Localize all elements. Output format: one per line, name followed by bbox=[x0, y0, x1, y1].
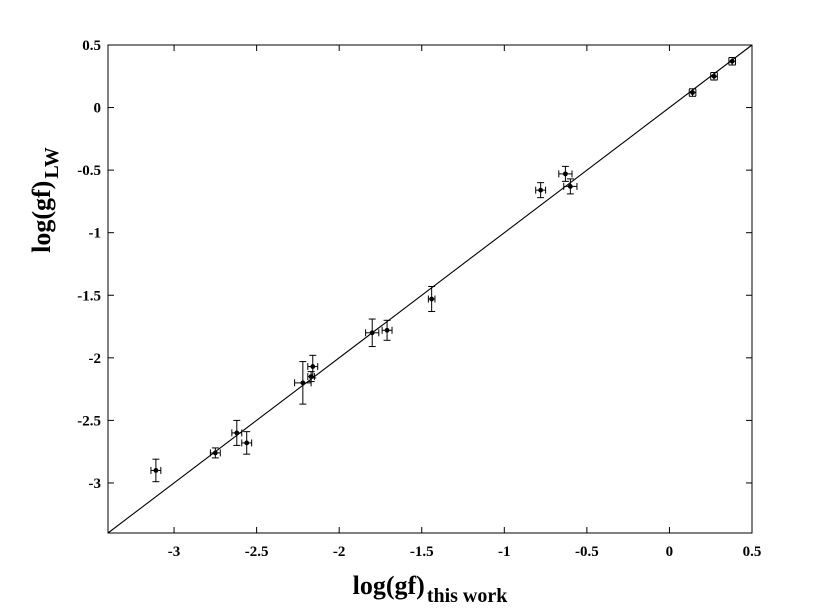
data-point bbox=[365, 318, 380, 348]
y-tick-label: -2.5 bbox=[77, 413, 101, 429]
point-marker bbox=[310, 364, 316, 369]
point-marker bbox=[234, 430, 240, 436]
x-tick-label: -3 bbox=[168, 544, 181, 560]
y-tick-label: 0 bbox=[94, 101, 102, 117]
data-point bbox=[710, 72, 718, 81]
y-axis-ticks: 0.5 0 -0.5 -1 -1.5 -2 -2.5 -3 bbox=[77, 38, 752, 492]
point-marker bbox=[690, 90, 695, 95]
y-tick-label: -2 bbox=[89, 351, 102, 367]
point-marker bbox=[384, 327, 390, 333]
data-point bbox=[563, 178, 578, 195]
data-point bbox=[231, 419, 243, 446]
x-axis-label: log(gf) this work bbox=[353, 571, 509, 607]
x-tick-label: -0.5 bbox=[575, 544, 599, 560]
x-tick-label: -2.5 bbox=[245, 544, 269, 560]
data-point bbox=[728, 57, 736, 66]
point-marker bbox=[300, 380, 306, 386]
data-point bbox=[558, 165, 573, 182]
data-point bbox=[381, 319, 393, 341]
point-marker bbox=[711, 73, 717, 79]
y-axis-label-subscript: LW bbox=[41, 147, 63, 179]
y-tick-label: -3 bbox=[89, 476, 102, 492]
data-point bbox=[241, 431, 253, 455]
point-marker bbox=[244, 440, 250, 446]
point-marker bbox=[538, 187, 544, 193]
x-axis-label-main: log(gf) bbox=[353, 571, 425, 600]
data-point bbox=[688, 88, 697, 97]
point-marker bbox=[369, 330, 375, 336]
point-marker bbox=[729, 58, 735, 64]
x-tick-label: -1.5 bbox=[410, 544, 434, 560]
data-point bbox=[294, 361, 312, 405]
x-tick-label: 0 bbox=[666, 544, 674, 560]
point-marker bbox=[153, 468, 159, 473]
point-marker bbox=[429, 296, 435, 302]
x-tick-label: -2 bbox=[333, 544, 346, 560]
x-axis-label-subscript: this work bbox=[427, 585, 508, 607]
data-point bbox=[427, 285, 436, 313]
x-axis-ticks: -3 -2.5 -2 -1.5 -1 -0.5 0 0.5 bbox=[168, 45, 762, 560]
point-marker bbox=[563, 171, 568, 177]
data-point bbox=[209, 447, 221, 459]
data-point bbox=[535, 182, 547, 199]
x-tick-label: 0.5 bbox=[743, 544, 762, 560]
y-axis-label-main: log(gf) bbox=[27, 181, 56, 253]
y-tick-label: -1.5 bbox=[77, 288, 101, 304]
x-tick-label: -1 bbox=[498, 544, 511, 560]
point-marker bbox=[567, 183, 573, 189]
y-tick-label: -1 bbox=[89, 226, 102, 242]
data-points bbox=[150, 57, 736, 483]
y-axis-label: log(gf)LW bbox=[27, 147, 63, 253]
point-marker bbox=[212, 450, 218, 456]
y-tick-label: -0.5 bbox=[77, 163, 101, 179]
data-point bbox=[307, 354, 319, 379]
data-point bbox=[150, 458, 162, 483]
y-tick-label: 0.5 bbox=[82, 38, 101, 54]
